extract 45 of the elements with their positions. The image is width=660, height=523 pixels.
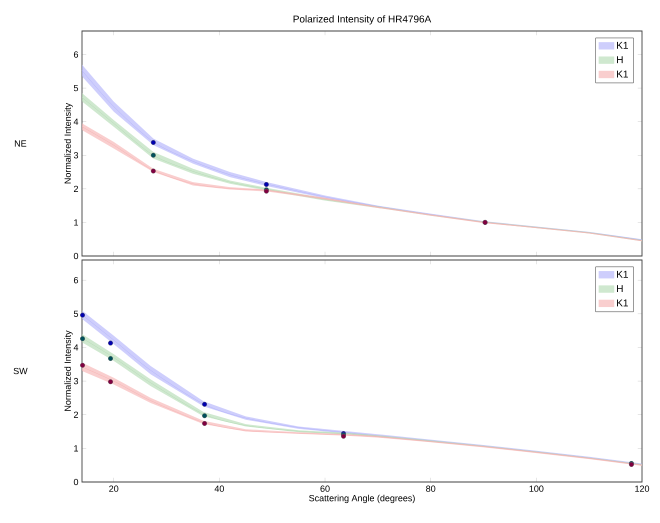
legend-label: H [617,285,623,292]
y-tick-label: 5 [74,310,78,317]
y-axis-title: Normalized Intensity [64,330,73,411]
y-tick-label: 6 [74,277,78,284]
x-tick-label: 60 [320,486,330,492]
y-tick-label: 4 [74,344,78,351]
y-tick-label: 0 [74,478,78,486]
legend-label: H [617,56,623,64]
y-tick-label: 1 [74,445,78,452]
legend-label: K1 [617,299,628,306]
y-tick-label: 0 [74,252,78,260]
point [150,140,156,145]
x-tick-label: 40 [214,486,224,492]
point [108,379,114,384]
y-axis-title: Normalized Intensity [64,102,73,184]
point [108,340,114,346]
y-tick-label: 6 [74,51,78,58]
point [202,402,208,407]
x-tick-label: 120 [635,486,650,492]
point [80,336,86,342]
point [264,182,269,187]
y-tick-label: 1 [74,219,78,226]
x-tick-label: 80 [426,486,436,492]
y-tick-label: 2 [74,186,78,192]
y-tick-label: 2 [74,412,78,418]
x-tick-label: 20 [109,486,118,492]
y-tick-label: 5 [74,84,78,92]
legend-label: K1 [617,270,628,278]
y-tick-label: 4 [74,118,78,125]
point [80,362,86,368]
legend-label: K1 [617,70,628,78]
chart-title: Polarized Intensity of HR4796A [294,15,432,24]
point [202,413,208,418]
point [150,152,156,158]
point [150,168,156,174]
x-axis-title: Scattering Angle (degrees) [309,494,415,504]
point [80,312,86,318]
y-tick-label: 3 [74,378,78,384]
point [108,356,114,362]
text: SW [14,368,28,374]
y-tick-label: 3 [74,152,78,158]
legend-label: K1 [617,42,628,49]
x-tick-label: 100 [530,486,544,492]
text: NE [14,140,26,147]
point [202,420,208,426]
